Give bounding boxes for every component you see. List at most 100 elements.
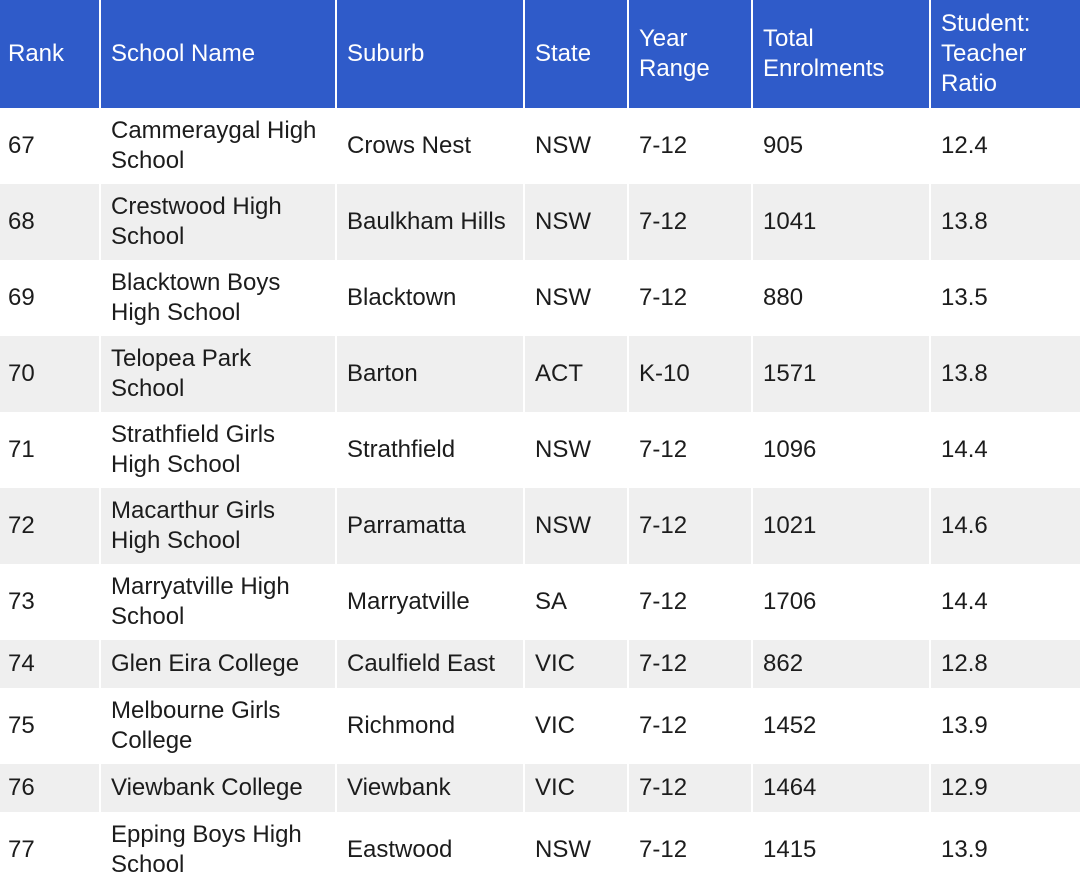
- table-cell: Epping Boys High School: [99, 812, 336, 888]
- table-cell: Crows Nest: [335, 108, 524, 184]
- table-cell: Blacktown Boys High School: [99, 260, 336, 336]
- column-header: School Name: [99, 0, 336, 108]
- table-cell: Crestwood High School: [99, 184, 336, 260]
- table-cell: NSW: [523, 260, 628, 336]
- table-row: 76 Viewbank College Viewbank VIC 7-12 1464 12.…: [0, 764, 1080, 812]
- header-row: Rank School Name Suburb State Year Range Tota…: [0, 0, 1080, 108]
- table-row: 67 Cammeraygal High School Crows Nest NSW 7-…: [0, 108, 1080, 184]
- table-row: 70 Telopea Park School Barton ACT K-10 1571 13…: [0, 336, 1080, 412]
- table-cell: 7-12: [627, 412, 752, 488]
- table-cell: NSW: [523, 812, 628, 888]
- table-cell: 7-12: [627, 812, 752, 888]
- table-cell: 72: [0, 488, 100, 564]
- table-cell: ACT: [523, 336, 628, 412]
- table-cell: 13.5: [929, 260, 1080, 336]
- table-cell: Marryatville High School: [99, 564, 336, 640]
- table-cell: 69: [8, 284, 35, 311]
- column-header: State: [523, 0, 628, 108]
- table-cell: 7-12: [627, 764, 752, 812]
- column-header: Total Enrolments: [751, 0, 930, 108]
- table-cell: 1415: [751, 812, 930, 888]
- table-cell: Viewbank College: [99, 764, 336, 812]
- table-cell: Barton: [335, 336, 524, 412]
- table-cell: VIC: [523, 764, 628, 812]
- table-cell: 71: [8, 436, 35, 463]
- table-row: 71 Strathfield Girls High School Strathfie…: [0, 412, 1080, 488]
- table-cell: VIC: [523, 688, 628, 764]
- table-cell: Telopea Park School: [99, 336, 336, 412]
- table-cell: K-10: [627, 336, 752, 412]
- table-cell: 12.4: [929, 108, 1080, 184]
- column-header: Year Range: [627, 0, 752, 108]
- table-cell: 1571: [751, 336, 930, 412]
- table-cell: 7-12: [627, 260, 752, 336]
- table-cell: 7-12: [627, 564, 752, 640]
- table-cell: 73: [8, 588, 35, 615]
- table-cell: Viewbank: [335, 764, 524, 812]
- table-cell: Eastwood: [335, 812, 524, 888]
- table-cell: 13.9: [929, 688, 1080, 764]
- table-cell: Blacktown: [335, 260, 524, 336]
- table-cell: 14.4: [929, 564, 1080, 640]
- table-cell: 7-12: [627, 184, 752, 260]
- table-cell: 70: [0, 336, 100, 412]
- table-cell: 77: [8, 836, 35, 863]
- table-cell: 1096: [751, 412, 930, 488]
- table-cell: 13.9: [929, 812, 1080, 888]
- table-cell: Caulfield East: [335, 640, 524, 688]
- table-cell: 76: [0, 764, 100, 812]
- table-cell: 862: [751, 640, 930, 688]
- table-cell: 14.6: [929, 488, 1080, 564]
- table-cell: Strathfield Girls High School: [99, 412, 336, 488]
- table-row: 69 Blacktown Boys High School Blacktown NSW…: [0, 260, 1080, 336]
- table-cell: NSW: [523, 488, 628, 564]
- table-cell: 1041: [751, 184, 930, 260]
- table-cell: NSW: [523, 184, 628, 260]
- table-cell: 67: [8, 132, 35, 159]
- table-cell: Parramatta: [335, 488, 524, 564]
- table-cell: 68: [0, 184, 100, 260]
- table-row: 74 Glen Eira College Caulfield East VIC 7-12…: [0, 640, 1080, 688]
- table-cell: VIC: [523, 640, 628, 688]
- table-row: 75 Melbourne Girls College Richmond VIC 7-12…: [0, 688, 1080, 764]
- table-cell: 1464: [751, 764, 930, 812]
- table-cell: 12.8: [929, 640, 1080, 688]
- table-cell: Macarthur Girls High School: [99, 488, 336, 564]
- table-cell: Melbourne Girls College: [99, 688, 336, 764]
- table-cell: 905: [751, 108, 930, 184]
- table-cell: 1452: [751, 688, 930, 764]
- table-cell: 12.9: [929, 764, 1080, 812]
- table-row: 77 Epping Boys High School Eastwood NSW 7-12…: [0, 812, 1080, 888]
- column-header: Rank: [0, 0, 100, 108]
- table-cell: Baulkham Hills: [335, 184, 524, 260]
- column-header: Student: Teacher Ratio: [929, 0, 1080, 108]
- table-cell: 7-12: [627, 688, 752, 764]
- column-header: Suburb: [335, 0, 524, 108]
- table-row: 73 Marryatville High School Marryatville SA…: [0, 564, 1080, 640]
- table-cell: Marryatville: [335, 564, 524, 640]
- table-cell: Glen Eira College: [99, 640, 336, 688]
- table-cell: 7-12: [627, 488, 752, 564]
- table-cell: SA: [523, 564, 628, 640]
- table-row: 72 Macarthur Girls High School Parramatta N…: [0, 488, 1080, 564]
- table-cell: 1706: [751, 564, 930, 640]
- table-cell: 13.8: [929, 184, 1080, 260]
- table-cell: Strathfield: [335, 412, 524, 488]
- table-cell: NSW: [523, 108, 628, 184]
- table-cell: 880: [751, 260, 930, 336]
- table-cell: Cammeraygal High School: [99, 108, 336, 184]
- table-cell: 74: [0, 640, 100, 688]
- table-cell: 75: [8, 712, 35, 739]
- table-cell: 13.8: [929, 336, 1080, 412]
- table-row: 68 Crestwood High School Baulkham Hills NSW…: [0, 184, 1080, 260]
- table-cell: Richmond: [335, 688, 524, 764]
- table-body: 67 Cammeraygal High School Crows Nest NSW 7-…: [0, 108, 1080, 888]
- table-cell: 14.4: [929, 412, 1080, 488]
- table-cell: NSW: [523, 412, 628, 488]
- table-cell: 7-12: [627, 108, 752, 184]
- table-header: Rank School Name Suburb State Year Range Tota…: [0, 0, 1080, 108]
- table-cell: 1021: [751, 488, 930, 564]
- table-cell: 7-12: [627, 640, 752, 688]
